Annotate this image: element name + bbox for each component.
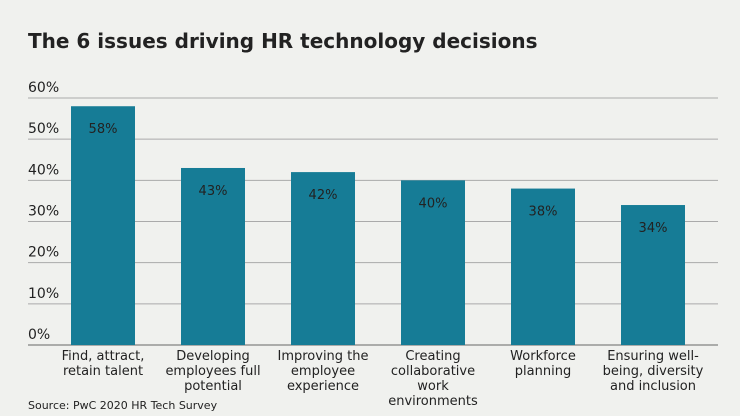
value-label: 43% — [199, 184, 228, 199]
x-tick-label: Find, attract, retain talent — [61, 349, 145, 379]
bar — [181, 167, 245, 345]
bar — [401, 180, 465, 345]
y-tick-label: 20% — [28, 245, 59, 261]
bar — [71, 106, 135, 345]
bar — [621, 205, 685, 345]
value-label: 58% — [89, 122, 118, 137]
y-tick-label: 40% — [28, 162, 59, 178]
x-tick-label: Workforce planning — [510, 349, 576, 379]
bar — [291, 172, 355, 345]
y-tick-label: 10% — [28, 286, 59, 302]
chart-title: The 6 issues driving HR technology decis… — [28, 29, 538, 53]
x-tick-label: Improving the employee experience — [277, 349, 369, 394]
x-tick-label: Ensuring well-being, diversity and inclu… — [602, 349, 704, 394]
bar — [511, 188, 575, 345]
y-tick-label: 50% — [28, 121, 59, 137]
value-label: 38% — [529, 205, 558, 220]
value-label: 34% — [639, 221, 668, 236]
y-tick-label: 60% — [28, 80, 59, 96]
x-tick-label: Developing employees full potential — [165, 349, 261, 394]
source: Source: PwC 2020 HR Tech Survey — [28, 399, 218, 412]
x-tick-label: Creating collaborative work environments — [388, 349, 478, 409]
y-tick-label: 30% — [28, 204, 59, 220]
value-label: 42% — [309, 188, 338, 203]
value-label: 40% — [419, 196, 448, 211]
y-tick-label: 0% — [28, 327, 50, 343]
